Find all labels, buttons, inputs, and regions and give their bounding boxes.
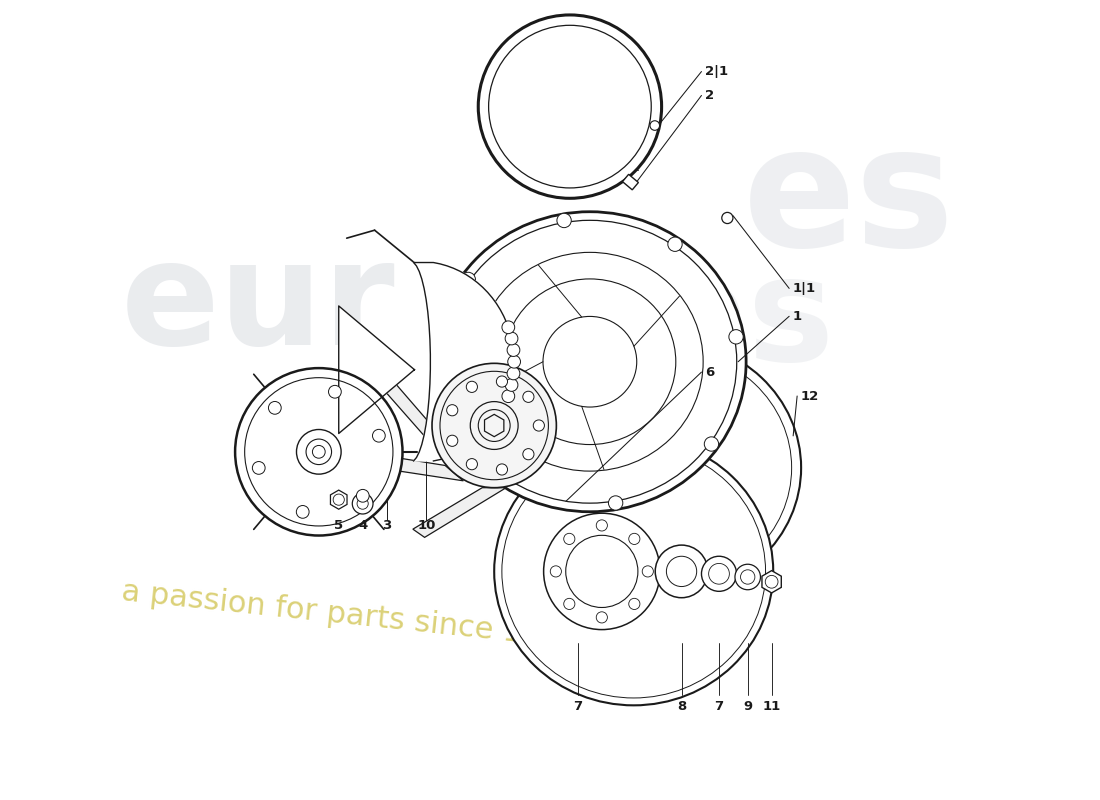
Circle shape (466, 458, 477, 470)
Circle shape (496, 464, 507, 475)
Ellipse shape (433, 212, 746, 512)
Text: 10: 10 (417, 518, 436, 532)
Circle shape (373, 430, 385, 442)
Text: 1: 1 (792, 310, 802, 322)
Circle shape (507, 367, 520, 380)
Circle shape (268, 402, 282, 414)
Circle shape (432, 363, 557, 488)
Circle shape (478, 15, 661, 198)
Circle shape (522, 449, 534, 460)
Text: 1|1: 1|1 (792, 282, 815, 295)
Circle shape (252, 462, 265, 474)
Circle shape (704, 437, 718, 451)
Circle shape (668, 237, 682, 251)
Circle shape (447, 435, 458, 446)
Text: 2|1: 2|1 (705, 65, 728, 78)
Polygon shape (553, 425, 592, 523)
Circle shape (297, 430, 341, 474)
Text: opes: opes (444, 250, 835, 390)
Circle shape (296, 506, 309, 518)
Circle shape (466, 382, 477, 393)
Circle shape (352, 494, 373, 514)
Text: 5: 5 (334, 518, 343, 532)
Circle shape (656, 545, 707, 598)
Polygon shape (762, 570, 781, 593)
Text: a passion for parts since 1985: a passion for parts since 1985 (120, 577, 582, 654)
Circle shape (461, 272, 475, 286)
Circle shape (534, 420, 544, 431)
Circle shape (502, 321, 515, 334)
Circle shape (507, 344, 520, 357)
Circle shape (502, 390, 515, 402)
Circle shape (629, 534, 640, 545)
Text: 8: 8 (676, 701, 686, 714)
Text: 7: 7 (714, 701, 724, 714)
Circle shape (722, 212, 733, 223)
Circle shape (329, 386, 341, 398)
Ellipse shape (494, 438, 773, 706)
Polygon shape (432, 303, 447, 405)
Circle shape (702, 556, 737, 591)
Circle shape (650, 121, 660, 130)
Polygon shape (462, 297, 536, 371)
Text: 2: 2 (705, 89, 714, 102)
Text: 11: 11 (762, 701, 781, 714)
Circle shape (543, 514, 660, 630)
Circle shape (497, 472, 512, 486)
Polygon shape (498, 466, 543, 557)
Polygon shape (412, 488, 506, 538)
Circle shape (596, 520, 607, 531)
Circle shape (447, 405, 458, 416)
Circle shape (735, 564, 760, 590)
Circle shape (522, 391, 534, 402)
Circle shape (235, 368, 403, 535)
Circle shape (505, 378, 518, 391)
Text: 7: 7 (573, 701, 583, 714)
Polygon shape (484, 414, 504, 437)
Circle shape (729, 330, 744, 344)
Circle shape (629, 598, 640, 610)
Polygon shape (339, 306, 415, 434)
Circle shape (557, 214, 571, 228)
Circle shape (596, 612, 607, 623)
Circle shape (496, 376, 507, 387)
Circle shape (437, 379, 451, 394)
Ellipse shape (530, 340, 801, 595)
Circle shape (505, 332, 518, 345)
Polygon shape (504, 344, 606, 371)
Bar (623, 174, 638, 190)
Text: 12: 12 (801, 390, 818, 402)
Polygon shape (372, 363, 434, 448)
Polygon shape (365, 453, 463, 481)
Circle shape (356, 490, 370, 502)
Text: es: es (742, 119, 955, 282)
Text: 9: 9 (744, 701, 752, 714)
Text: 3: 3 (382, 518, 392, 532)
Circle shape (563, 534, 575, 545)
Circle shape (508, 355, 520, 368)
Text: eur: eur (120, 234, 395, 375)
Circle shape (642, 566, 653, 577)
Circle shape (608, 496, 623, 510)
Polygon shape (414, 262, 514, 461)
Polygon shape (330, 490, 346, 510)
Circle shape (563, 598, 575, 610)
Circle shape (550, 566, 561, 577)
Polygon shape (542, 384, 626, 444)
Text: 4: 4 (358, 518, 367, 532)
Text: 6: 6 (705, 366, 714, 378)
